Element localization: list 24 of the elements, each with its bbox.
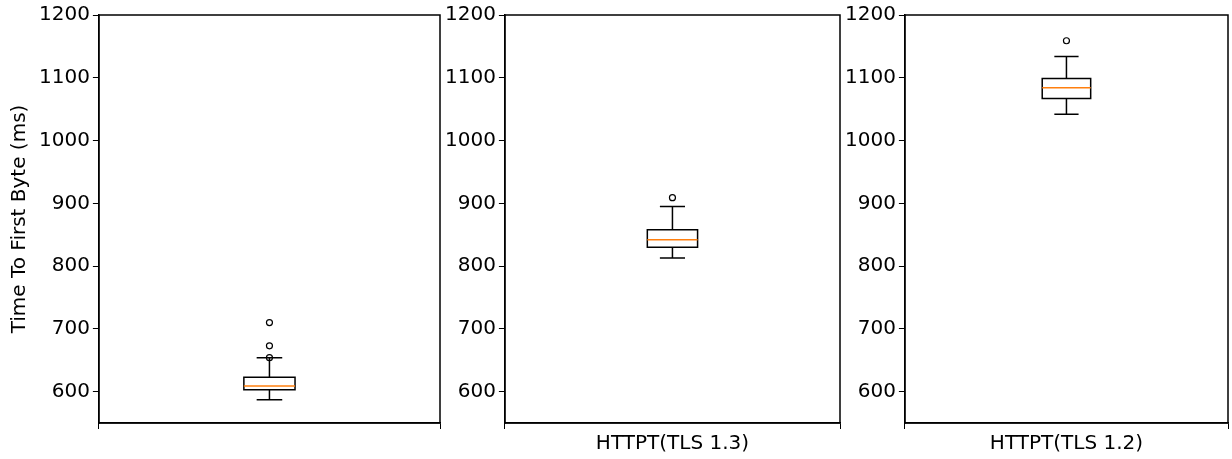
y-tick-label: 800 — [51, 252, 90, 277]
y-tick-label: 1200 — [38, 1, 90, 26]
y-tick-label: 1000 — [844, 126, 896, 151]
y-tick-label: 1200 — [844, 1, 896, 26]
y-tick-label: 900 — [457, 189, 496, 214]
y-tick-label: 700 — [51, 315, 90, 340]
x-tick-label: HTTPT(TLS 1.3) — [595, 430, 750, 455]
y-tick-label: 600 — [857, 377, 896, 402]
y-tick-label: 1000 — [444, 126, 496, 151]
y-tick-label: 1200 — [444, 1, 496, 26]
y-tick-label: 1000 — [38, 126, 90, 151]
y-tick-label: 800 — [857, 252, 896, 277]
y-tick-label: 700 — [457, 315, 496, 340]
y-tick-label: 1100 — [38, 63, 90, 88]
y-tick-label: 700 — [857, 315, 896, 340]
y-tick-label: 900 — [857, 189, 896, 214]
y-tick-label: 600 — [457, 377, 496, 402]
y-tick-label: 1100 — [844, 63, 896, 88]
y-axis-title: Time To First Byte (ms) — [6, 104, 31, 335]
y-tick-label: 800 — [457, 252, 496, 277]
x-tick-label: HTTPT(TLS 1.2) — [989, 430, 1144, 455]
y-tick-label: 600 — [51, 377, 90, 402]
y-tick-label: 900 — [51, 189, 90, 214]
y-tick-label: 1100 — [444, 63, 496, 88]
